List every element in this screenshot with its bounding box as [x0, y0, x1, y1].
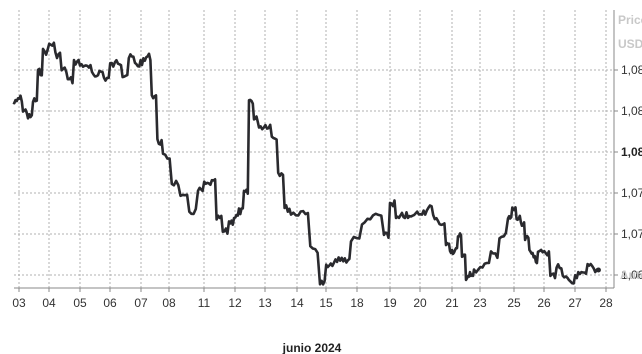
x-tick-label: 25: [507, 296, 521, 310]
auto-scale-button[interactable]: Auto: [620, 268, 642, 282]
price-header-label: Price: [618, 13, 642, 27]
x-axis: 03 04 05 06 07 08 11 12 13 14 15 18 19 20 21 23 25 26 27 28: [12, 287, 614, 310]
x-tick-label: 11: [198, 296, 211, 310]
y-tick-label: 1,08: [621, 145, 642, 159]
currency-header-label: USD: [618, 37, 642, 51]
gridlines: [14, 10, 614, 288]
last-value-dot: [595, 267, 601, 273]
x-tick-label: 12: [228, 296, 242, 310]
y-tick-label: 1,068: [621, 268, 642, 282]
x-tick-label: 15: [319, 296, 333, 310]
price-series: [12, 41, 601, 286]
x-tick-label: 20: [413, 296, 427, 310]
x-tick-label: 27: [568, 296, 582, 310]
x-tick-label: 07: [134, 296, 148, 310]
y-tick-label: 1,072: [621, 227, 642, 241]
x-tick-label: 18: [350, 296, 364, 310]
x-tick-label: 21: [445, 296, 459, 310]
x-tick-label: 14: [290, 296, 304, 310]
x-tick-label: 04: [42, 296, 56, 310]
x-tick-label: 03: [12, 296, 26, 310]
x-axis-title: junio 2024: [282, 341, 342, 354]
x-tick-label: 28: [599, 296, 613, 310]
x-tick-label: 23: [473, 296, 487, 310]
x-tick-label: 26: [537, 296, 551, 310]
x-tick-label: 19: [383, 296, 397, 310]
y-tick-label: 1,088: [621, 63, 642, 77]
x-tick-label: 05: [73, 296, 87, 310]
x-tick-label: 13: [258, 296, 272, 310]
y-tick-label: 1,084: [621, 104, 642, 118]
series-line: [12, 41, 599, 286]
y-tick-label: 1,076: [621, 186, 642, 200]
x-tick-label: 08: [162, 296, 176, 310]
x-tick-label: 06: [103, 296, 117, 310]
y-axis: 1,088 1,084 1,08 1,076 1,072 1,068: [613, 10, 642, 288]
